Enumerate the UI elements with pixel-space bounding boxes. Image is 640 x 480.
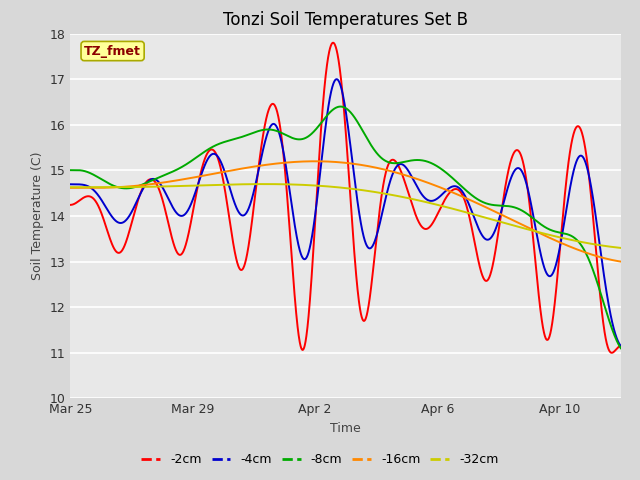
- Legend: -2cm, -4cm, -8cm, -16cm, -32cm: -2cm, -4cm, -8cm, -16cm, -32cm: [136, 448, 504, 471]
- X-axis label: Time: Time: [330, 422, 361, 435]
- Text: TZ_fmet: TZ_fmet: [84, 45, 141, 58]
- Title: Tonzi Soil Temperatures Set B: Tonzi Soil Temperatures Set B: [223, 11, 468, 29]
- Y-axis label: Soil Temperature (C): Soil Temperature (C): [31, 152, 44, 280]
